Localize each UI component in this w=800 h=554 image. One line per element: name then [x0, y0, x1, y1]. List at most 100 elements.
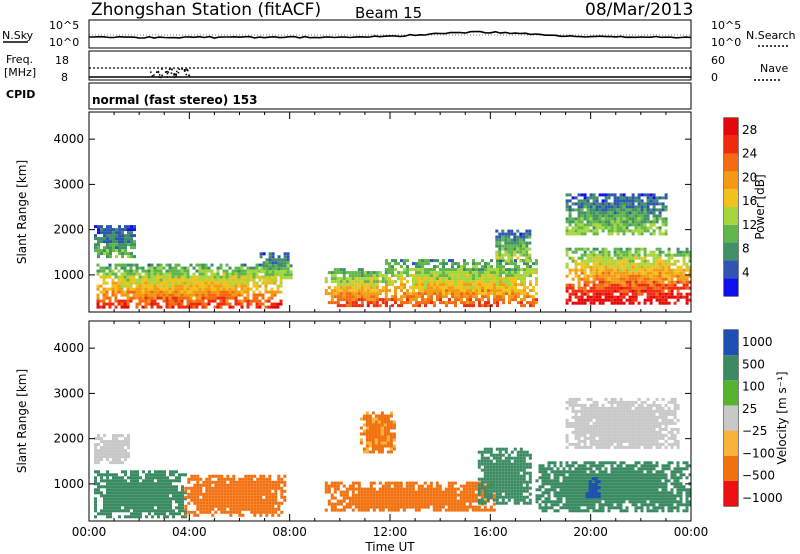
velocity-cell: [351, 493, 355, 497]
velocity-cell: [480, 477, 484, 481]
freq-dot: [183, 70, 186, 72]
power-cell: [598, 262, 602, 266]
power-cell: [667, 253, 671, 257]
power-cell: [469, 298, 472, 302]
velocity-cell: [124, 506, 127, 510]
velocity-cell: [97, 437, 100, 441]
velocity-cell: [157, 494, 160, 498]
velocity-cell: [208, 474, 212, 478]
power-cell: [120, 278, 124, 282]
power-cell: [366, 280, 370, 284]
power-cell: [162, 278, 166, 282]
velocity-cell: [525, 495, 529, 499]
power-cell: [589, 208, 593, 212]
velocity-cell: [544, 467, 548, 471]
velocity-cell: [250, 510, 254, 514]
power-cell: [433, 274, 436, 278]
velocity-cell: [124, 485, 127, 489]
power-cell: [271, 276, 275, 280]
power-cell: [631, 274, 635, 278]
power-cell: [499, 292, 502, 296]
power-cell: [646, 295, 650, 299]
velocity-cell: [154, 473, 157, 477]
power-cell: [640, 259, 644, 263]
velocity-cell: [495, 447, 499, 451]
velocity-cell: [259, 498, 263, 502]
power-cell: [135, 269, 139, 273]
velocity-cell: [268, 504, 272, 508]
velocity-cell: [486, 468, 490, 472]
velocity-cell: [217, 489, 221, 493]
power-cell: [225, 293, 229, 297]
velocity-cell: [127, 506, 130, 510]
power-cell: [204, 287, 208, 291]
velocity-cell: [556, 491, 560, 495]
power-cell: [679, 295, 683, 299]
velocity-cell: [371, 432, 375, 436]
power-cell: [442, 265, 445, 269]
power-colorbar-tick: 16: [742, 194, 757, 208]
velocity-cell: [392, 435, 396, 439]
power-cell: [96, 263, 100, 267]
velocity-cell: [256, 477, 260, 481]
velocity-cell: [205, 489, 209, 493]
velocity-cell: [369, 487, 373, 491]
power-cell: [219, 275, 223, 279]
velocity-cell: [360, 499, 364, 503]
velocity-cell: [154, 470, 157, 474]
velocity-cell: [178, 509, 181, 513]
velocity-cell: [501, 474, 505, 478]
velocity-cell: [268, 510, 272, 514]
power-cell: [451, 286, 454, 290]
velocity-cell: [417, 508, 421, 512]
power-cell: [616, 286, 620, 290]
velocity-cell: [268, 501, 272, 505]
velocity-cell: [513, 495, 517, 499]
power-cell: [231, 293, 235, 297]
velocity-cell: [172, 488, 175, 492]
power-cell: [589, 193, 593, 197]
power-cell: [583, 217, 587, 221]
power-cell: [375, 283, 379, 287]
velocity-cell: [405, 481, 409, 485]
velocity-cell: [97, 491, 100, 495]
velocity-cell: [444, 499, 448, 503]
velocity-cell: [389, 414, 393, 418]
power-cell: [123, 299, 127, 303]
power-cell: [604, 271, 608, 275]
power-cell: [141, 305, 145, 309]
velocity-cell: [516, 465, 520, 469]
power-cell: [526, 286, 529, 290]
power-cell: [535, 262, 538, 266]
velocity-cell: [544, 500, 548, 504]
power-cell: [604, 253, 608, 257]
velocity-cell: [396, 484, 400, 488]
power-cell: [271, 264, 275, 268]
freq-panel: Freq. [MHz] 18 8 60 0 Nave: [4, 50, 788, 84]
velocity-cell: [559, 482, 563, 486]
velocity-cell: [516, 486, 520, 490]
power-cell: [679, 265, 683, 269]
velocity-cell: [324, 487, 328, 491]
power-cell: [616, 274, 620, 278]
velocity-cell: [571, 485, 575, 489]
power-cell: [351, 283, 355, 287]
velocity-cell: [477, 481, 481, 485]
freq-dot: [158, 74, 161, 76]
power-cell: [577, 202, 581, 206]
velocity-cell: [103, 494, 106, 498]
power-cell: [685, 283, 689, 287]
power-cell: [487, 286, 490, 290]
power-cell: [523, 295, 526, 299]
power-cell: [498, 256, 502, 260]
velocity-cell: [541, 470, 545, 474]
power-cell: [688, 250, 692, 254]
velocity-cell: [420, 487, 424, 491]
power-cell: [207, 299, 211, 303]
velocity-cell: [368, 426, 372, 430]
power-cell: [649, 196, 653, 200]
velocity-cell: [387, 481, 391, 485]
velocity-cell: [386, 444, 390, 448]
power-cell: [625, 283, 629, 287]
power-cell: [610, 283, 614, 287]
